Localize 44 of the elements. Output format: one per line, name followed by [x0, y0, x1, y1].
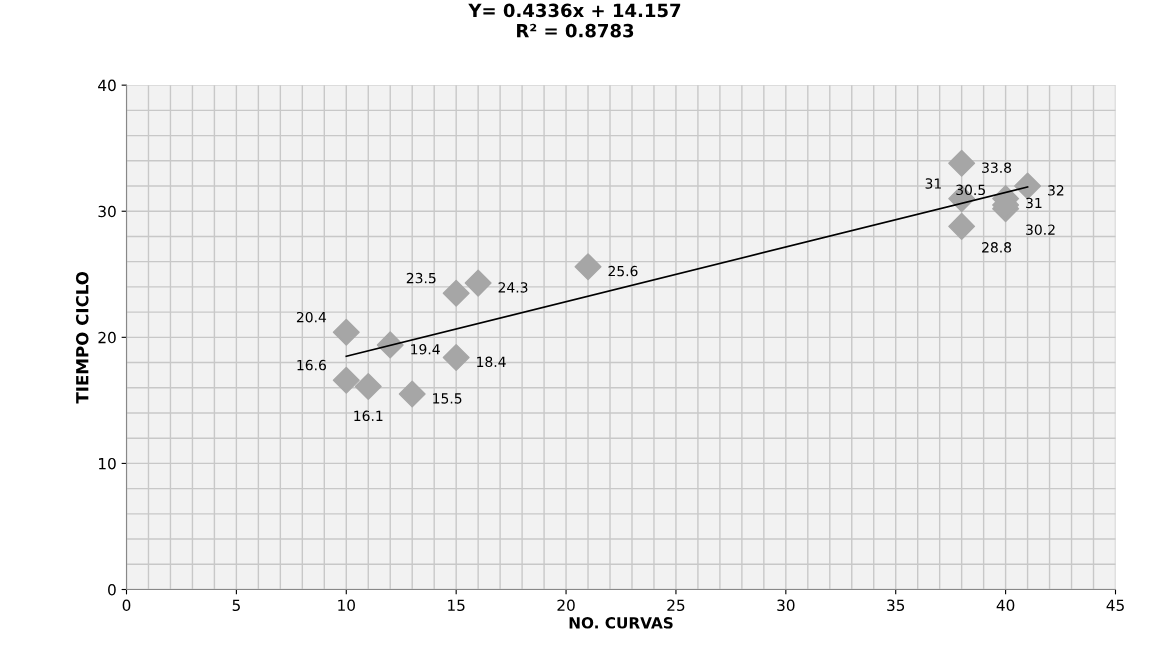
point [464, 269, 492, 297]
point [332, 318, 360, 346]
point [442, 343, 470, 371]
data-label: 19.4 [411, 343, 440, 355]
point [354, 372, 382, 400]
data-label: 23.5 [406, 272, 436, 284]
data-label: 31 [925, 178, 941, 189]
data-label: 16.6 [297, 359, 326, 371]
data-label: 30.5 [956, 184, 985, 196]
data-label: 18.4 [477, 356, 506, 368]
data-label: 28.8 [982, 242, 1012, 253]
y-tick-label: 40 [98, 79, 116, 92]
y-tick-label: 30 [98, 205, 116, 218]
x-tick-label: 15 [448, 599, 465, 612]
x-tick-label: 40 [996, 599, 1015, 612]
x-tick-label: 0 [122, 599, 131, 612]
x-tick-label: 35 [887, 599, 905, 612]
data-label: 24.3 [498, 282, 528, 293]
data-label: 25.6 [608, 265, 638, 277]
point [398, 380, 426, 408]
x-tick-label: 5 [232, 599, 240, 612]
x-axis-title: NO. CURVAS [569, 617, 673, 629]
point [574, 253, 602, 281]
data-label: 20.4 [296, 311, 327, 323]
y-axis-title: TIEMPO CICLO [75, 271, 89, 404]
y-tick-label: 20 [98, 331, 116, 344]
x-tick-label: 45 [1106, 599, 1124, 612]
point [442, 279, 470, 307]
x-tick-label: 30 [777, 599, 795, 612]
data-label: 33.8 [982, 162, 1012, 173]
point [332, 366, 360, 394]
data-label: 30.2 [1026, 224, 1055, 235]
data-label: 15.5 [433, 393, 462, 404]
y-tick-label: 0 [108, 583, 116, 596]
point [948, 212, 976, 240]
chart-title: Y= 0.4336x + 14.157 R² = 0.8783 [468, 3, 681, 38]
data-label: 31 [1026, 197, 1042, 209]
data-label: 16.1 [354, 410, 383, 422]
y-tick-label: 10 [99, 457, 116, 470]
x-tick-label: 20 [557, 599, 575, 612]
data-label: 32 [1048, 185, 1064, 196]
x-tick-label: 25 [667, 599, 685, 612]
x-tick-label: 10 [338, 599, 355, 612]
point [948, 149, 976, 177]
